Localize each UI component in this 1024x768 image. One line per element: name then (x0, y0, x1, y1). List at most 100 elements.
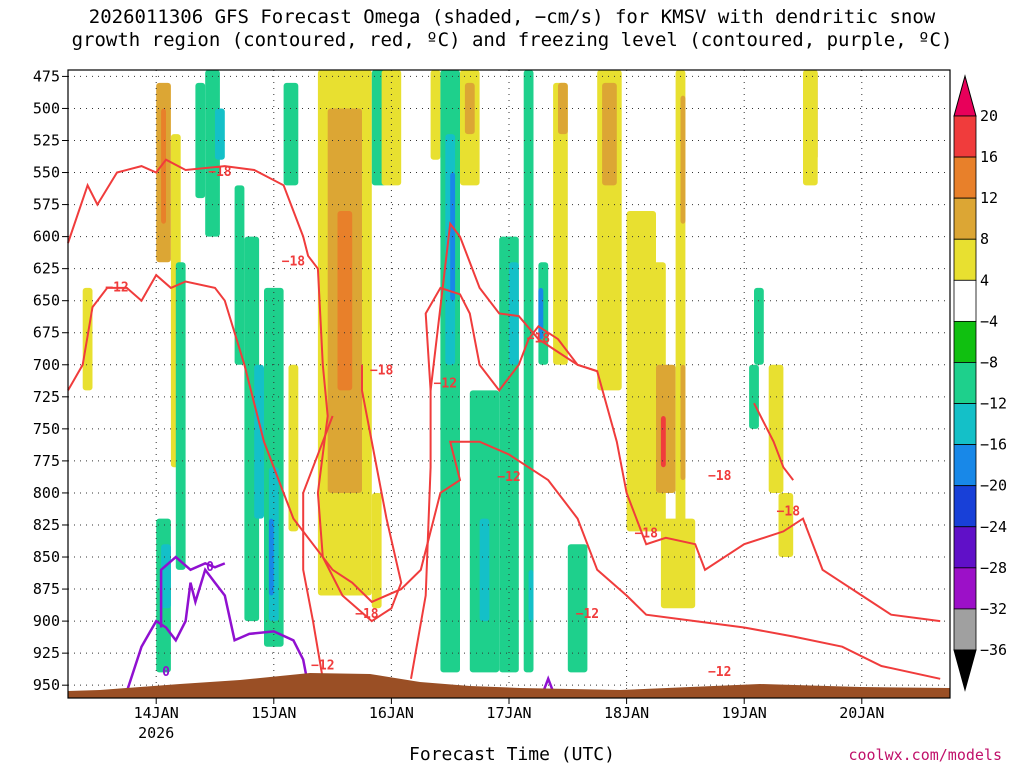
dgz-contour (753, 402, 794, 481)
dgz-contour (429, 221, 598, 391)
y-tick-label: 650 (33, 292, 60, 310)
y-tick-label: 675 (33, 324, 60, 342)
y-tick-label: 475 (33, 67, 60, 85)
y-tick-label: 625 (33, 260, 60, 278)
contour-label: −12 (434, 377, 457, 392)
terrain (68, 673, 950, 698)
omega-field (82, 70, 818, 673)
colorbar-label: 8 (980, 230, 989, 248)
omega-cell (381, 70, 402, 186)
omega-cell (509, 262, 519, 365)
colorbar-swatch (953, 156, 977, 199)
colorbar-swatch (953, 238, 977, 281)
contour-label: −12 (708, 665, 731, 680)
omega-cell (680, 364, 686, 481)
y-axis: 475 500 525 550 575 600 625 650 675 700 725 750 775 8… (33, 67, 68, 694)
contour-label: −12 (311, 658, 334, 673)
omega-cell (602, 82, 617, 186)
omega-cell (660, 416, 666, 468)
colorbar-swatch (953, 526, 977, 569)
contour-label: −18 (355, 607, 379, 622)
colorbar-swatch (953, 197, 977, 240)
contour-label: −18 (527, 332, 551, 347)
colorbar-label: −12 (980, 395, 1007, 413)
omega-cell (749, 364, 759, 429)
x-tick-label: 20JAN (839, 704, 884, 722)
colorbar-label: 16 (980, 148, 998, 166)
contour-label: −18 (708, 469, 732, 484)
omega-cell (558, 82, 568, 135)
colorbar-label: 12 (980, 189, 998, 207)
x-tick-sublabel: 2026 (138, 724, 174, 742)
contour-label: −12 (576, 607, 599, 622)
colorbar-top-arrow (953, 74, 977, 117)
contour-label: 0 (162, 665, 170, 680)
x-tick-label: 14JAN (134, 704, 179, 722)
colorbar-swatch (953, 279, 977, 322)
omega-cell (175, 262, 186, 570)
chart-title-line1: 2026011306 GFS Forecast Omega (shaded, −… (88, 6, 936, 28)
omega-cell (254, 364, 264, 519)
y-tick-label: 925 (33, 644, 60, 662)
y-tick-label: 500 (33, 99, 60, 117)
omega-cell (754, 287, 764, 365)
omega-cell (803, 70, 818, 186)
omega-cell (161, 108, 166, 224)
colorbar-bottom-arrow (953, 649, 977, 692)
x-tick-label: 15JAN (251, 704, 296, 722)
x-tick-label: 16JAN (369, 704, 414, 722)
y-tick-label: 725 (33, 388, 60, 406)
colorbar-label: −32 (980, 600, 1007, 618)
contour-label: −18 (282, 255, 306, 270)
freezing-contour (542, 675, 555, 693)
colorbar-label: 20 (980, 107, 998, 125)
colorbar-swatch (953, 403, 977, 446)
y-tick-label: 600 (33, 228, 60, 246)
colorbar-label: −8 (980, 353, 998, 371)
y-tick-label: 700 (33, 356, 60, 374)
omega-cell (161, 544, 171, 609)
omega-cell (430, 70, 441, 160)
x-tick-label: 17JAN (486, 704, 531, 722)
freezing-contour (125, 567, 310, 692)
y-tick-label: 750 (33, 420, 60, 438)
x-axis: 14JAN 2026 15JAN 16JAN 17JAN 18JAN 19JAN 20JAN (134, 698, 884, 742)
x-tick-label: 19JAN (722, 704, 767, 722)
freezing-contour (159, 555, 226, 628)
colorbar-swatch (953, 567, 977, 610)
colorbar-label: −4 (980, 312, 998, 330)
dgz-contour (67, 158, 403, 623)
colorbar-label: −36 (980, 641, 1007, 659)
colorbar-swatch (953, 608, 977, 651)
colorbar-swatch (953, 362, 977, 404)
contour-label: −18 (370, 364, 394, 379)
y-tick-label: 525 (33, 131, 60, 149)
omega-cell (464, 82, 475, 135)
colorbar-swatch (953, 320, 977, 363)
colorbar-swatch (953, 485, 977, 528)
colorbar-swatch (953, 115, 977, 158)
dgz-contour (302, 415, 334, 679)
omega-cell (371, 492, 382, 609)
y-tick-label: 900 (33, 612, 60, 630)
omega-cell (215, 108, 225, 160)
omega-cell (268, 518, 274, 596)
omega-cell (479, 518, 490, 622)
dgz-contour (67, 273, 941, 680)
contour-label: −12 (497, 470, 520, 485)
y-tick-label: 575 (33, 196, 60, 214)
colorbar-label: −20 (980, 477, 1007, 495)
colorbar-label: −24 (980, 518, 1007, 536)
colorbar-label: −28 (980, 559, 1007, 577)
omega-cell (288, 364, 299, 532)
y-tick-label: 825 (33, 516, 60, 534)
contour-label: −18 (777, 505, 801, 520)
y-tick-label: 800 (33, 484, 60, 502)
y-tick-label: 550 (33, 164, 60, 182)
colorbar-label: 4 (980, 271, 989, 289)
contour-label: −18 (634, 526, 658, 541)
contour-label: −12 (105, 280, 128, 295)
omega-cell (680, 95, 686, 224)
omega-cell (660, 518, 696, 609)
